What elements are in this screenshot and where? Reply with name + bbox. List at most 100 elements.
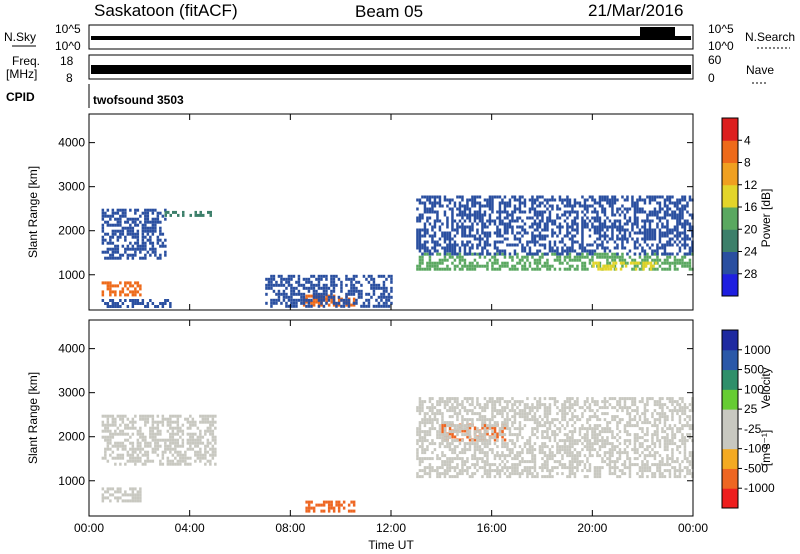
velocity-cell (151, 417, 155, 421)
velocity-cell (478, 466, 482, 470)
velocity-cell (503, 433, 507, 437)
power-cell (382, 304, 386, 308)
power-cell (566, 222, 569, 226)
velocity-cell (136, 432, 140, 436)
velocity-cell (134, 459, 137, 463)
power-cell (126, 287, 130, 291)
velocity-cell (141, 453, 145, 457)
velocity-cell (516, 427, 519, 431)
power-cell (663, 261, 667, 265)
velocity-cell (618, 403, 622, 407)
velocity-cell (496, 439, 499, 443)
power-cell (307, 289, 311, 293)
power-cell (144, 214, 147, 218)
velocity-cell (146, 414, 150, 418)
velocity-cell (553, 400, 557, 404)
power-cell (591, 195, 594, 199)
velocity-xtick-label: 20:00 (577, 521, 607, 535)
velocity-cell (418, 412, 422, 416)
power-cell (486, 237, 489, 241)
velocity-cell (116, 487, 120, 491)
velocity-cell (548, 403, 552, 407)
velocity-cell (653, 400, 657, 404)
velocity-cell (666, 439, 669, 443)
power-cell (676, 231, 679, 235)
power-cell (202, 213, 205, 217)
velocity-cell (186, 441, 190, 445)
power-ytick-label: 2000 (58, 224, 85, 238)
velocity-cell (468, 403, 472, 407)
velocity-cell (611, 451, 614, 455)
velocity-cell (458, 472, 462, 476)
power-cell (295, 286, 298, 290)
power-cell (327, 298, 331, 302)
velocity-cell (646, 397, 649, 401)
power-cell (151, 217, 155, 221)
velocity-cell (488, 424, 492, 428)
velocity-cell (671, 466, 674, 470)
power-cell (683, 252, 687, 256)
nsearch-tick-bottom: 10^0 (708, 39, 734, 53)
velocity-cell (463, 409, 467, 413)
power-cell (466, 267, 469, 271)
velocity-cell (636, 436, 639, 440)
power-cell (446, 249, 449, 253)
power-cell (182, 213, 185, 217)
velocity-cell (691, 439, 694, 443)
power-cell (315, 295, 318, 299)
velocity-cell (451, 397, 454, 401)
velocity-cell (641, 460, 644, 464)
velocity-cell (129, 456, 132, 460)
power-cell (345, 277, 348, 281)
power-cell (310, 274, 313, 278)
velocity-cell (668, 424, 672, 428)
power-cell (109, 281, 112, 285)
velocity-cell (636, 409, 639, 413)
velocity-cell (184, 456, 187, 460)
power-cell (671, 213, 674, 217)
velocity-cell (653, 442, 657, 446)
velocity-cell (513, 415, 517, 419)
velocity-cell (129, 453, 132, 457)
power-cell (548, 213, 552, 217)
power-cell (463, 261, 467, 265)
velocity-cell (423, 436, 427, 440)
velocity-cell (543, 406, 547, 410)
power-cell (335, 274, 338, 278)
velocity-cell (548, 406, 552, 410)
velocity-cell (139, 493, 142, 497)
power-cell (536, 225, 539, 229)
velocity-cell (546, 463, 549, 467)
power-cell (601, 252, 604, 256)
power-cell (576, 267, 579, 271)
power-cell (613, 219, 617, 223)
power-cell (518, 210, 522, 214)
velocity-cell (511, 469, 514, 473)
velocity-cell (651, 472, 654, 476)
velocity-cell (641, 469, 644, 473)
power-cell (302, 283, 306, 287)
velocity-cell (591, 427, 594, 431)
power-cell (463, 246, 467, 250)
power-cell (453, 201, 457, 205)
velocity-colorbar-swatch (722, 428, 738, 450)
power-cell (116, 302, 120, 305)
velocity-cell (678, 397, 682, 401)
velocity-cell (503, 421, 507, 425)
velocity-cell (666, 442, 669, 446)
power-cell (548, 246, 552, 250)
power-cell (340, 286, 343, 290)
power-cell (134, 290, 137, 294)
power-cell (661, 195, 664, 199)
power-cell (654, 261, 658, 265)
power-cell (106, 208, 110, 212)
power-cell (501, 261, 504, 265)
power-cell (443, 198, 447, 202)
velocity-cell (211, 423, 215, 427)
velocity-cell (541, 466, 544, 470)
power-cell (458, 255, 462, 259)
power-cell (561, 225, 564, 229)
power-cell (498, 216, 502, 220)
power-cell (270, 301, 273, 305)
power-cell (646, 258, 649, 262)
